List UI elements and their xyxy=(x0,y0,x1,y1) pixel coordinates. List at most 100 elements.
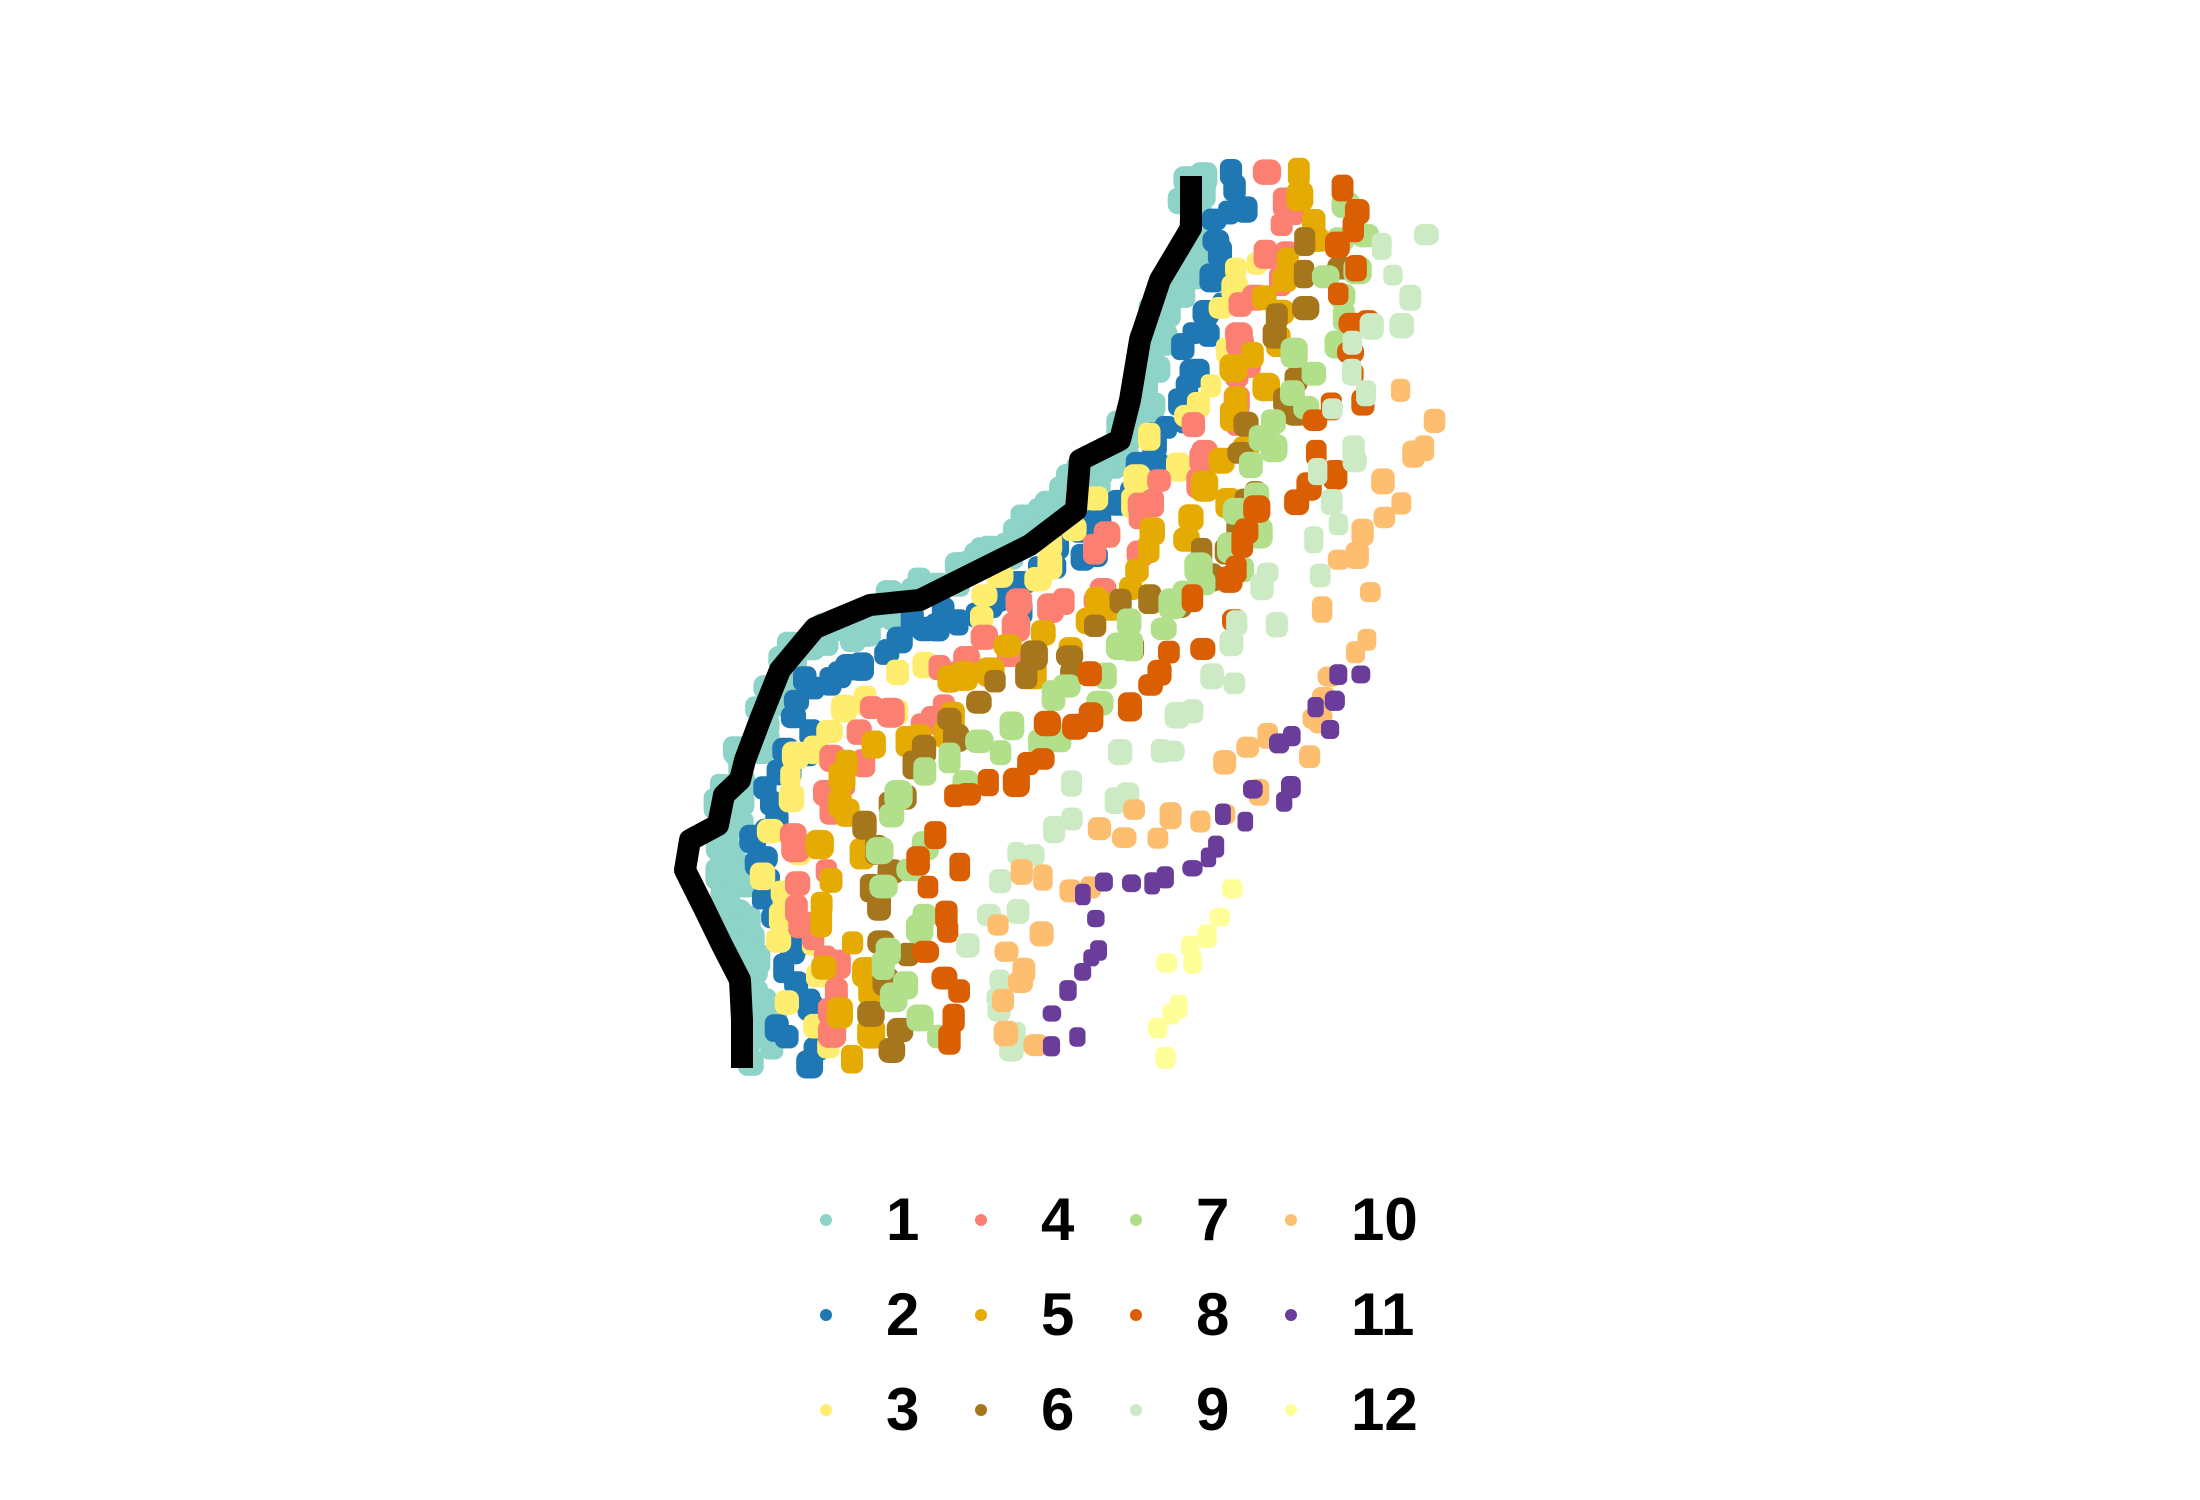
point-cluster-1 xyxy=(1149,323,1178,356)
point-cluster-7 xyxy=(865,837,894,865)
legend-swatch xyxy=(820,1404,832,1416)
point-cluster-2 xyxy=(900,605,924,634)
point-cluster-6 xyxy=(1138,584,1162,614)
point-cluster-11 xyxy=(1083,949,1100,967)
legend-item-2: 2 xyxy=(820,1285,919,1345)
point-cluster-9 xyxy=(1356,380,1376,407)
legend-swatch xyxy=(1285,1214,1297,1226)
point-cluster-11 xyxy=(1324,690,1345,711)
point-cluster-12 xyxy=(1183,949,1202,974)
point-cluster-7 xyxy=(906,1004,934,1032)
point-cluster-9 xyxy=(1322,398,1343,420)
point-cluster-3 xyxy=(1200,374,1222,398)
point-cluster-10 xyxy=(1213,750,1237,775)
point-cluster-6 xyxy=(1015,660,1038,690)
legend-label: 6 xyxy=(1041,1376,1075,1443)
point-cluster-9 xyxy=(1359,313,1384,340)
point-cluster-5 xyxy=(1190,470,1219,502)
point-cluster-8 xyxy=(906,846,930,876)
point-cluster-7 xyxy=(1311,265,1340,289)
point-cluster-4 xyxy=(781,833,810,863)
point-cluster-6 xyxy=(1262,321,1287,349)
point-cluster-2 xyxy=(874,643,897,665)
point-cluster-2 xyxy=(751,887,773,910)
legend-swatch xyxy=(1285,1404,1297,1416)
point-cluster-8 xyxy=(1078,661,1102,687)
point-cluster-7 xyxy=(871,950,895,980)
point-cluster-8 xyxy=(1158,640,1180,664)
point-cluster-2 xyxy=(1223,174,1246,202)
legend-label: 2 xyxy=(886,1281,920,1348)
point-cluster-11 xyxy=(1042,1036,1061,1057)
point-cluster-10 xyxy=(992,988,1015,1013)
point-cluster-3 xyxy=(1225,257,1247,280)
point-cluster-2 xyxy=(1201,208,1227,231)
point-cluster-5 xyxy=(810,906,833,938)
point-cluster-8 xyxy=(917,875,939,899)
point-cluster-7 xyxy=(1041,680,1066,711)
point-cluster-5 xyxy=(861,730,886,759)
point-cluster-11 xyxy=(1182,860,1203,877)
point-cluster-4 xyxy=(1228,292,1253,317)
point-cluster-6 xyxy=(878,1038,906,1063)
point-cluster-8 xyxy=(1243,495,1271,523)
point-cluster-3 xyxy=(970,605,994,630)
point-cluster-8 xyxy=(1216,566,1243,593)
point-cluster-10 xyxy=(1360,582,1381,603)
legend-swatch xyxy=(1285,1309,1297,1321)
point-cluster-3 xyxy=(1082,486,1109,511)
point-cluster-11 xyxy=(1087,909,1105,928)
legend-item-5: 5 xyxy=(975,1285,1074,1345)
point-cluster-10 xyxy=(1007,971,1033,993)
point-cluster-11 xyxy=(1200,847,1217,868)
point-cluster-8 xyxy=(1181,584,1204,613)
point-cluster-7 xyxy=(1158,588,1187,620)
point-cluster-7 xyxy=(1301,361,1327,386)
point-cluster-3 xyxy=(765,928,792,953)
point-cluster-10 xyxy=(1236,736,1260,758)
point-cluster-11 xyxy=(1269,733,1290,754)
point-cluster-5 xyxy=(1286,181,1314,212)
point-cluster-4 xyxy=(1181,412,1206,438)
point-cluster-2 xyxy=(774,1025,799,1049)
point-cluster-11 xyxy=(1122,874,1141,893)
point-cluster-5 xyxy=(1030,620,1056,646)
point-cluster-9 xyxy=(1383,264,1403,286)
point-cluster-8 xyxy=(1302,409,1328,431)
point-cluster-8 xyxy=(912,940,940,963)
point-cluster-8 xyxy=(948,979,970,1003)
legend: 1 2 3 4 5 6 7 8 9 10 11 12 xyxy=(820,1190,1460,1490)
point-cluster-8 xyxy=(1328,282,1349,305)
legend-swatch xyxy=(1130,1309,1142,1321)
point-cluster-8 xyxy=(977,769,999,797)
point-cluster-9 xyxy=(989,969,1010,991)
point-cluster-11 xyxy=(1059,980,1077,1001)
legend-label: 11 xyxy=(1351,1281,1415,1348)
point-cluster-12 xyxy=(1221,879,1243,899)
point-cluster-7 xyxy=(913,757,937,786)
point-cluster-10 xyxy=(1023,1034,1049,1057)
point-cluster-11 xyxy=(1276,791,1293,812)
tissue-boundary-line xyxy=(674,176,1202,1068)
point-cluster-6 xyxy=(867,891,891,921)
point-cluster-11 xyxy=(1215,803,1231,825)
point-cluster-8 xyxy=(1117,692,1142,722)
legend-label: 1 xyxy=(886,1186,920,1253)
point-cluster-3 xyxy=(1208,297,1234,319)
point-cluster-3 xyxy=(749,862,776,891)
point-cluster-5 xyxy=(1219,354,1248,383)
legend-swatch xyxy=(1130,1214,1142,1226)
point-cluster-8 xyxy=(1325,231,1350,259)
point-cluster-11 xyxy=(1237,811,1254,832)
point-cluster-6 xyxy=(966,690,992,714)
point-cluster-8 xyxy=(1284,489,1310,516)
point-cluster-6 xyxy=(857,1001,885,1027)
point-cluster-4 xyxy=(1252,159,1282,185)
point-cluster-3 xyxy=(1138,422,1161,451)
legend-swatch xyxy=(975,1309,987,1321)
legend-item-10: 10 xyxy=(1285,1190,1418,1250)
point-cluster-8 xyxy=(1002,767,1030,798)
point-cluster-10 xyxy=(1123,799,1145,820)
point-cluster-12 xyxy=(1147,1017,1168,1039)
point-cluster-11 xyxy=(1307,697,1324,718)
